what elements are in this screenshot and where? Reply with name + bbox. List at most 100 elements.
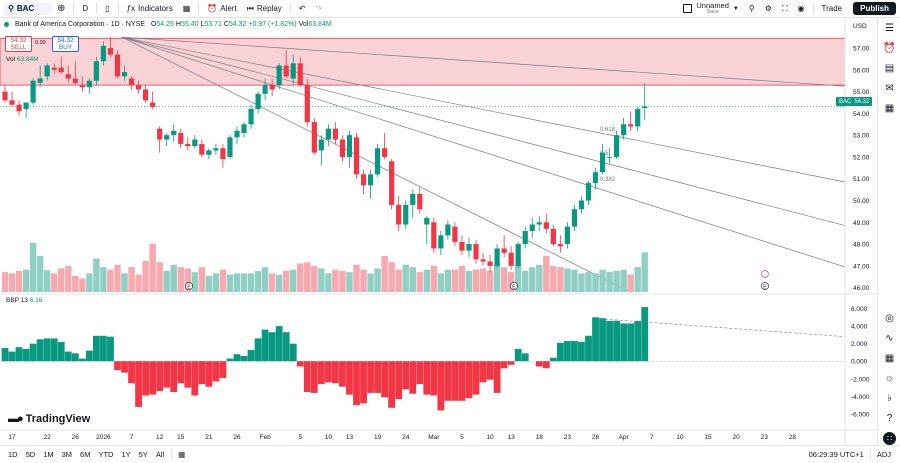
redo-button[interactable]: ↷: [311, 0, 328, 17]
candle-body: [543, 222, 549, 229]
chat-button[interactable]: ✉: [878, 78, 900, 98]
bbp-tick-label: -2.000: [851, 376, 870, 383]
layout-button[interactable]: Unnamed Save ▼: [678, 0, 743, 17]
volume-bar: [121, 273, 128, 292]
screener-button[interactable]: ▦: [878, 98, 900, 118]
date-range-button[interactable]: ▦: [175, 450, 188, 459]
buy-button[interactable]: 54.32 BUY: [52, 36, 79, 52]
time-tick-label: 26: [72, 434, 80, 441]
bbp-bar: [128, 361, 135, 384]
indicators-button[interactable]: ƒx Indicators: [122, 0, 178, 17]
volume-bar: [268, 273, 276, 292]
sell-button[interactable]: 54.32 SELL: [5, 36, 32, 52]
watchlist-button[interactable]: ☰: [878, 18, 900, 38]
alerts-button[interactable]: ⏰: [878, 38, 900, 58]
bbp-bar: [606, 320, 613, 362]
volume-bar: [65, 265, 72, 292]
trendline: [121, 36, 846, 226]
range-ytd[interactable]: YTD: [98, 450, 114, 459]
volume-bar: [15, 270, 23, 292]
time-tick-label: 21: [205, 434, 213, 441]
symbol-search[interactable]: ⚲ BAC: [4, 2, 52, 15]
candle-body: [410, 193, 416, 205]
volume-bar: [114, 264, 121, 292]
bbp-bar: [135, 361, 142, 407]
range-5d[interactable]: 5D: [25, 450, 36, 459]
undo-button[interactable]: ↶: [294, 0, 311, 17]
bbp-bar: [29, 343, 37, 362]
object-tree-button[interactable]: ▤: [878, 58, 900, 78]
price-tick-label: 55.00: [853, 89, 870, 96]
calendar-button[interactable]: ▦: [878, 348, 900, 368]
candles-chart-type-button[interactable]: ▯: [100, 0, 114, 17]
range-6m[interactable]: 6M: [80, 450, 91, 459]
divider: [812, 3, 814, 14]
bbp-legend[interactable]: BBP 13 6.16: [6, 297, 42, 304]
time-tick-label: 5: [460, 434, 464, 441]
price-axis[interactable]: 57.00 56.00 55.00 54.00 53.00 52.00 51.00 50.00…: [844, 18, 870, 445]
range-5y[interactable]: 5Y: [138, 450, 148, 459]
bbp-bar: [416, 361, 424, 385]
ideas-button[interactable]: ☼: [878, 368, 900, 388]
replay-button[interactable]: ⏮ Replay: [242, 0, 287, 17]
volume-legend[interactable]: Vol 63.84M: [6, 56, 39, 63]
bbp-bar: [437, 361, 445, 411]
bbp-legend-label: BBP 13: [6, 297, 28, 304]
range-1m[interactable]: 1M: [43, 450, 54, 459]
bbp-bar: [247, 349, 255, 362]
adj-toggle[interactable]: ADJ: [876, 450, 891, 459]
compare-button[interactable]: ⊕: [52, 0, 70, 17]
bbp-bar: [493, 361, 501, 393]
bbp-bar: [465, 361, 473, 399]
fullscreen-button[interactable]: ⛶: [777, 0, 793, 17]
volume-bar: [107, 269, 114, 292]
trade-button[interactable]: Trade: [817, 0, 848, 17]
pulse-button[interactable]: ∿: [878, 328, 900, 348]
snapshot-button[interactable]: ◉: [793, 0, 810, 17]
pulse-icon: ∿: [885, 332, 894, 344]
templates-button[interactable]: ▦: [178, 0, 196, 17]
help-button[interactable]: ?: [878, 408, 900, 428]
publish-button[interactable]: Publish: [853, 2, 896, 15]
bbp-bar: [627, 323, 635, 362]
candle-body: [367, 174, 374, 186]
range-1d[interactable]: 1D: [8, 450, 18, 459]
volume-bar: [606, 272, 613, 292]
legend-title[interactable]: Bank of America Corporation · 1D · NYSE: [15, 21, 145, 28]
more-button[interactable]: ∷: [878, 428, 900, 448]
price-tick-label: 47.00: [853, 263, 870, 270]
divider: [96, 3, 98, 14]
volume-bar: [423, 269, 430, 292]
volume-bar: [233, 273, 241, 292]
notifications-button[interactable]: ♭: [878, 388, 900, 408]
earnings-marker-letter: E: [512, 284, 516, 290]
quick-search-button[interactable]: ⚲: [744, 0, 760, 17]
candle-body: [311, 122, 317, 153]
top-toolbar: ⚲ BAC ⊕ D ▯ ƒx Indicators ▦ ⏰ Alert ⏮ Re…: [0, 0, 900, 18]
bbp-bar: [100, 335, 107, 362]
layout-name: Unnamed: [696, 0, 729, 10]
price-tick-label: 48.00: [853, 242, 870, 249]
volume-bar: [599, 269, 606, 292]
candle-body: [65, 74, 71, 79]
currency-label[interactable]: USD: [853, 23, 867, 30]
interval-label: D: [82, 4, 89, 13]
candle-body: [564, 226, 570, 245]
candle-body: [164, 135, 170, 140]
bbp-bar: [36, 339, 44, 362]
time-axis[interactable]: 17 22 26 2026 7 12 15 21 26 Feb 5 10 13 19 24 Mar 5 10 13 1…: [0, 429, 877, 441]
range-3m[interactable]: 3M: [61, 450, 73, 459]
interval-button[interactable]: D: [77, 0, 93, 17]
settings-button[interactable]: ⚙: [760, 0, 777, 17]
timezone-clock[interactable]: 06:29:39 UTC+1: [808, 450, 864, 459]
range-1y[interactable]: 1Y: [121, 450, 131, 459]
range-all[interactable]: All: [155, 450, 165, 459]
volume-bar: [557, 267, 564, 292]
fib-label: 0.618: [600, 127, 616, 133]
volume-bar: [170, 264, 177, 292]
target-button[interactable]: ◎: [878, 308, 900, 328]
alert-button[interactable]: ⏰ Alert: [202, 0, 241, 17]
volume-bar: [297, 263, 304, 292]
candle-body: [304, 85, 310, 123]
